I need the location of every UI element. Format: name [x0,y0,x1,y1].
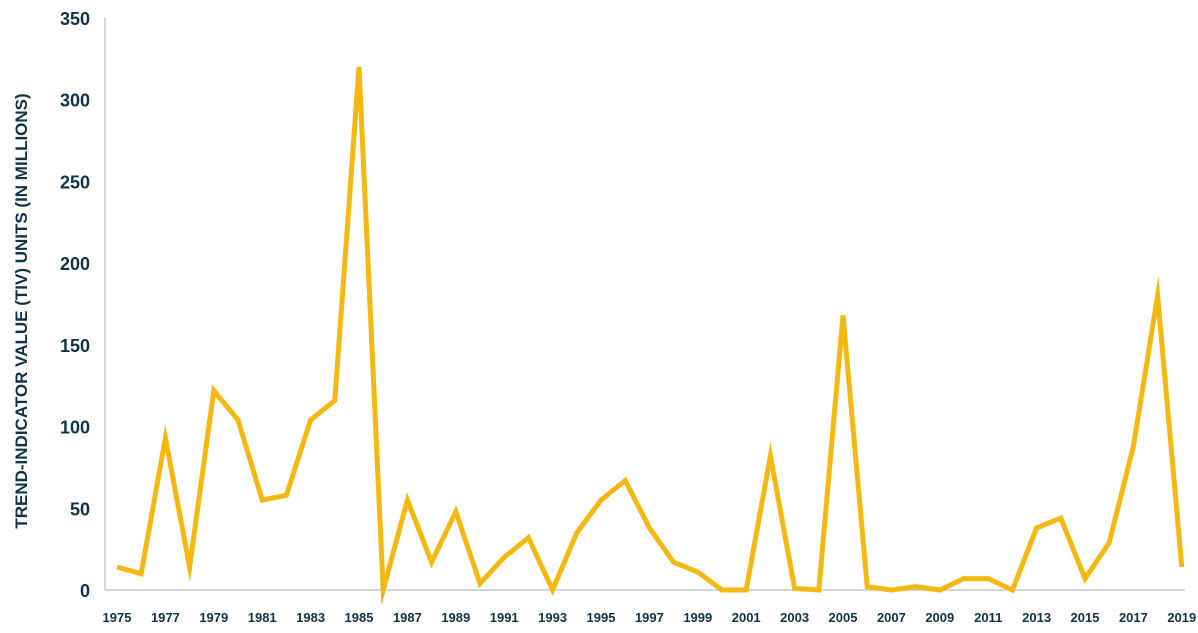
x-tick-label: 2017 [1119,610,1148,625]
x-tick-label: 2005 [829,610,858,625]
x-tick-label: 1987 [393,610,422,625]
y-tick-label: 300 [60,91,90,111]
x-tick-label: 1991 [490,610,519,625]
y-tick-label: 0 [80,581,90,601]
x-tick-label: 1997 [635,610,664,625]
x-tick-label: 1999 [683,610,712,625]
x-tick-label: 1983 [296,610,325,625]
x-tick-label: 2003 [780,610,809,625]
x-tick-label: 2013 [1022,610,1051,625]
series-line [116,66,1185,607]
x-tick-label: 1989 [441,610,470,625]
x-tick-label: 2019 [1167,610,1196,625]
x-tick-label: 1995 [587,610,616,625]
y-tick-label: 50 [70,499,90,519]
x-tick-label: 2009 [925,610,954,625]
x-tick-label: 2001 [732,610,761,625]
x-tick-label: 2011 [974,610,1002,625]
x-tick-label: 1975 [103,610,132,625]
x-tick-label: 1985 [345,610,374,625]
y-tick-label: 350 [60,9,90,29]
x-tick-label: 1977 [151,610,180,625]
x-tick-label: 1979 [199,610,228,625]
y-tick-label: 200 [60,254,90,274]
x-tick-label: 1993 [538,610,567,625]
x-tick-label: 1981 [248,610,277,625]
y-tick-label: 250 [60,172,90,192]
y-tick-label: 100 [60,418,90,438]
y-axis-label: TREND-INDICATOR VALUE (TIV) UNITS (IN MI… [12,93,31,528]
x-tick-label: 2015 [1071,610,1100,625]
y-tick-label: 150 [60,336,90,356]
x-tick-label: 2007 [877,610,906,625]
